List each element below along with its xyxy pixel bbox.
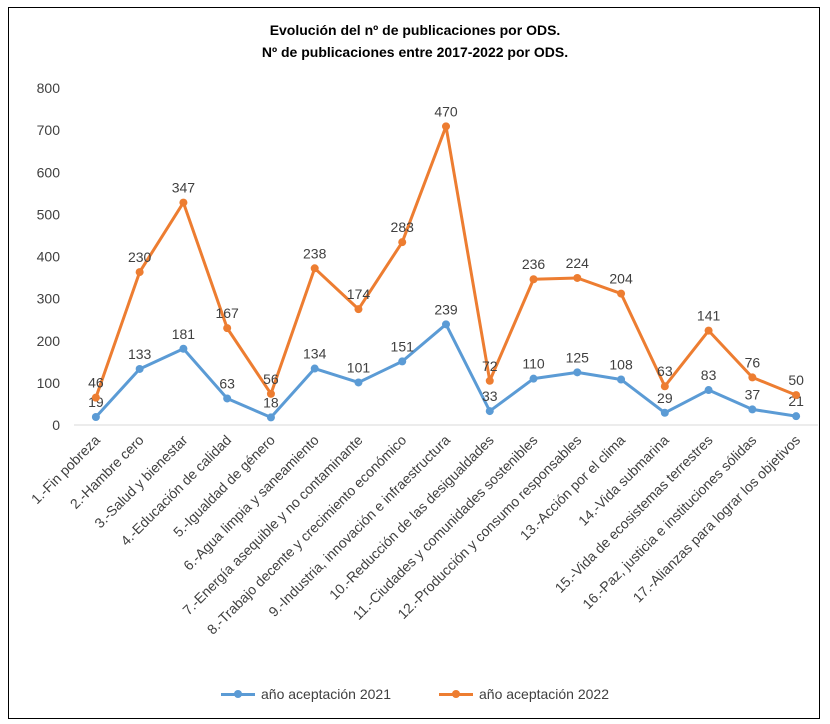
data-label: 33 [482, 388, 498, 404]
legend: año aceptación 2021 año aceptación 2022 [0, 686, 830, 702]
legend-label-2022: año aceptación 2022 [479, 686, 609, 702]
data-point [442, 122, 450, 131]
data-point [91, 412, 100, 421]
data-label: 238 [303, 245, 327, 261]
data-label: 134 [303, 346, 327, 362]
data-point [442, 320, 450, 329]
data-point [660, 408, 669, 417]
data-label: 72 [482, 358, 498, 374]
data-label: 224 [566, 255, 590, 271]
data-point [792, 391, 801, 400]
data-label: 125 [566, 349, 590, 365]
data-point [354, 378, 363, 387]
data-point [310, 364, 319, 373]
x-tick-label: 15.-Vida de ecosistemas terrestres [552, 432, 716, 596]
series-line-0 [94, 322, 798, 419]
data-point [573, 273, 582, 282]
data-point [617, 289, 626, 298]
legend-item-2021: año aceptación 2021 [221, 686, 391, 702]
x-tick-label: 8.-Trabajo decente y crecimiento económi… [204, 432, 410, 638]
data-label: 101 [347, 359, 371, 375]
data-point [354, 305, 363, 314]
y-tick-label: 100 [37, 375, 61, 391]
data-label: 21 [788, 393, 804, 409]
chart-subtitle: Nº de publicaciones entre 2017-2022 por … [261, 44, 569, 60]
data-point [266, 413, 275, 422]
data-point [485, 376, 494, 385]
x-tick-label: 10.-Reducción de las desigualdades [326, 432, 497, 603]
data-point [223, 324, 232, 333]
chart-title: Evolución del nº de publicaciones por OD… [269, 22, 561, 38]
legend-swatch-2022 [439, 688, 473, 700]
data-point [485, 407, 494, 416]
y-tick-label: 600 [37, 164, 61, 180]
data-point [135, 268, 144, 277]
y-tick-label: 300 [37, 291, 61, 307]
data-label: 174 [347, 286, 371, 302]
data-point [266, 389, 275, 398]
y-tick-label: 700 [37, 122, 61, 138]
data-label: 204 [609, 271, 633, 287]
data-label: 83 [701, 367, 717, 383]
data-label: 133 [128, 346, 152, 362]
data-point [617, 375, 626, 384]
data-label: 167 [215, 305, 239, 321]
y-tick-label: 400 [37, 249, 61, 265]
data-label: 239 [434, 301, 458, 317]
series-line-1 [94, 124, 798, 400]
data-label: 110 [522, 356, 545, 372]
y-tick-label: 800 [37, 80, 61, 96]
data-label: 50 [788, 372, 804, 388]
legend-marker-2022 [452, 690, 460, 698]
data-label: 236 [522, 256, 546, 272]
data-point [748, 373, 757, 382]
legend-marker-2021 [234, 690, 242, 698]
data-label: 283 [391, 219, 415, 235]
data-point [398, 238, 407, 247]
data-point [660, 382, 669, 391]
y-tick-label: 200 [37, 333, 61, 349]
data-point [704, 326, 713, 335]
data-point [398, 357, 407, 366]
data-label: 29 [657, 390, 673, 406]
data-label: 18 [263, 394, 279, 410]
y-tick-label: 0 [52, 417, 60, 433]
data-label: 56 [263, 371, 279, 387]
data-point [135, 364, 144, 373]
data-label: 76 [745, 354, 761, 370]
legend-label-2021: año aceptación 2021 [261, 686, 391, 702]
data-label: 108 [609, 357, 633, 373]
data-point [748, 405, 757, 414]
legend-item-2022: año aceptación 2022 [439, 686, 609, 702]
data-point [704, 386, 713, 395]
data-label: 347 [172, 180, 196, 196]
data-point [310, 264, 319, 273]
data-point [223, 394, 232, 403]
data-point [179, 198, 188, 207]
data-label: 181 [172, 326, 196, 342]
data-label: 63 [219, 375, 235, 391]
data-label: 141 [697, 308, 721, 324]
data-label: 470 [434, 103, 458, 119]
data-point [573, 368, 582, 377]
data-label: 151 [391, 338, 415, 354]
data-point [91, 393, 100, 402]
data-point [529, 275, 538, 284]
data-point [529, 374, 538, 383]
y-tick-label: 500 [37, 206, 61, 222]
data-point [179, 344, 188, 353]
data-label: 63 [657, 363, 673, 379]
legend-swatch-2021 [221, 688, 255, 700]
data-point [792, 412, 801, 421]
data-label: 46 [88, 375, 104, 391]
data-label: 37 [745, 386, 761, 402]
data-label: 230 [128, 249, 152, 265]
